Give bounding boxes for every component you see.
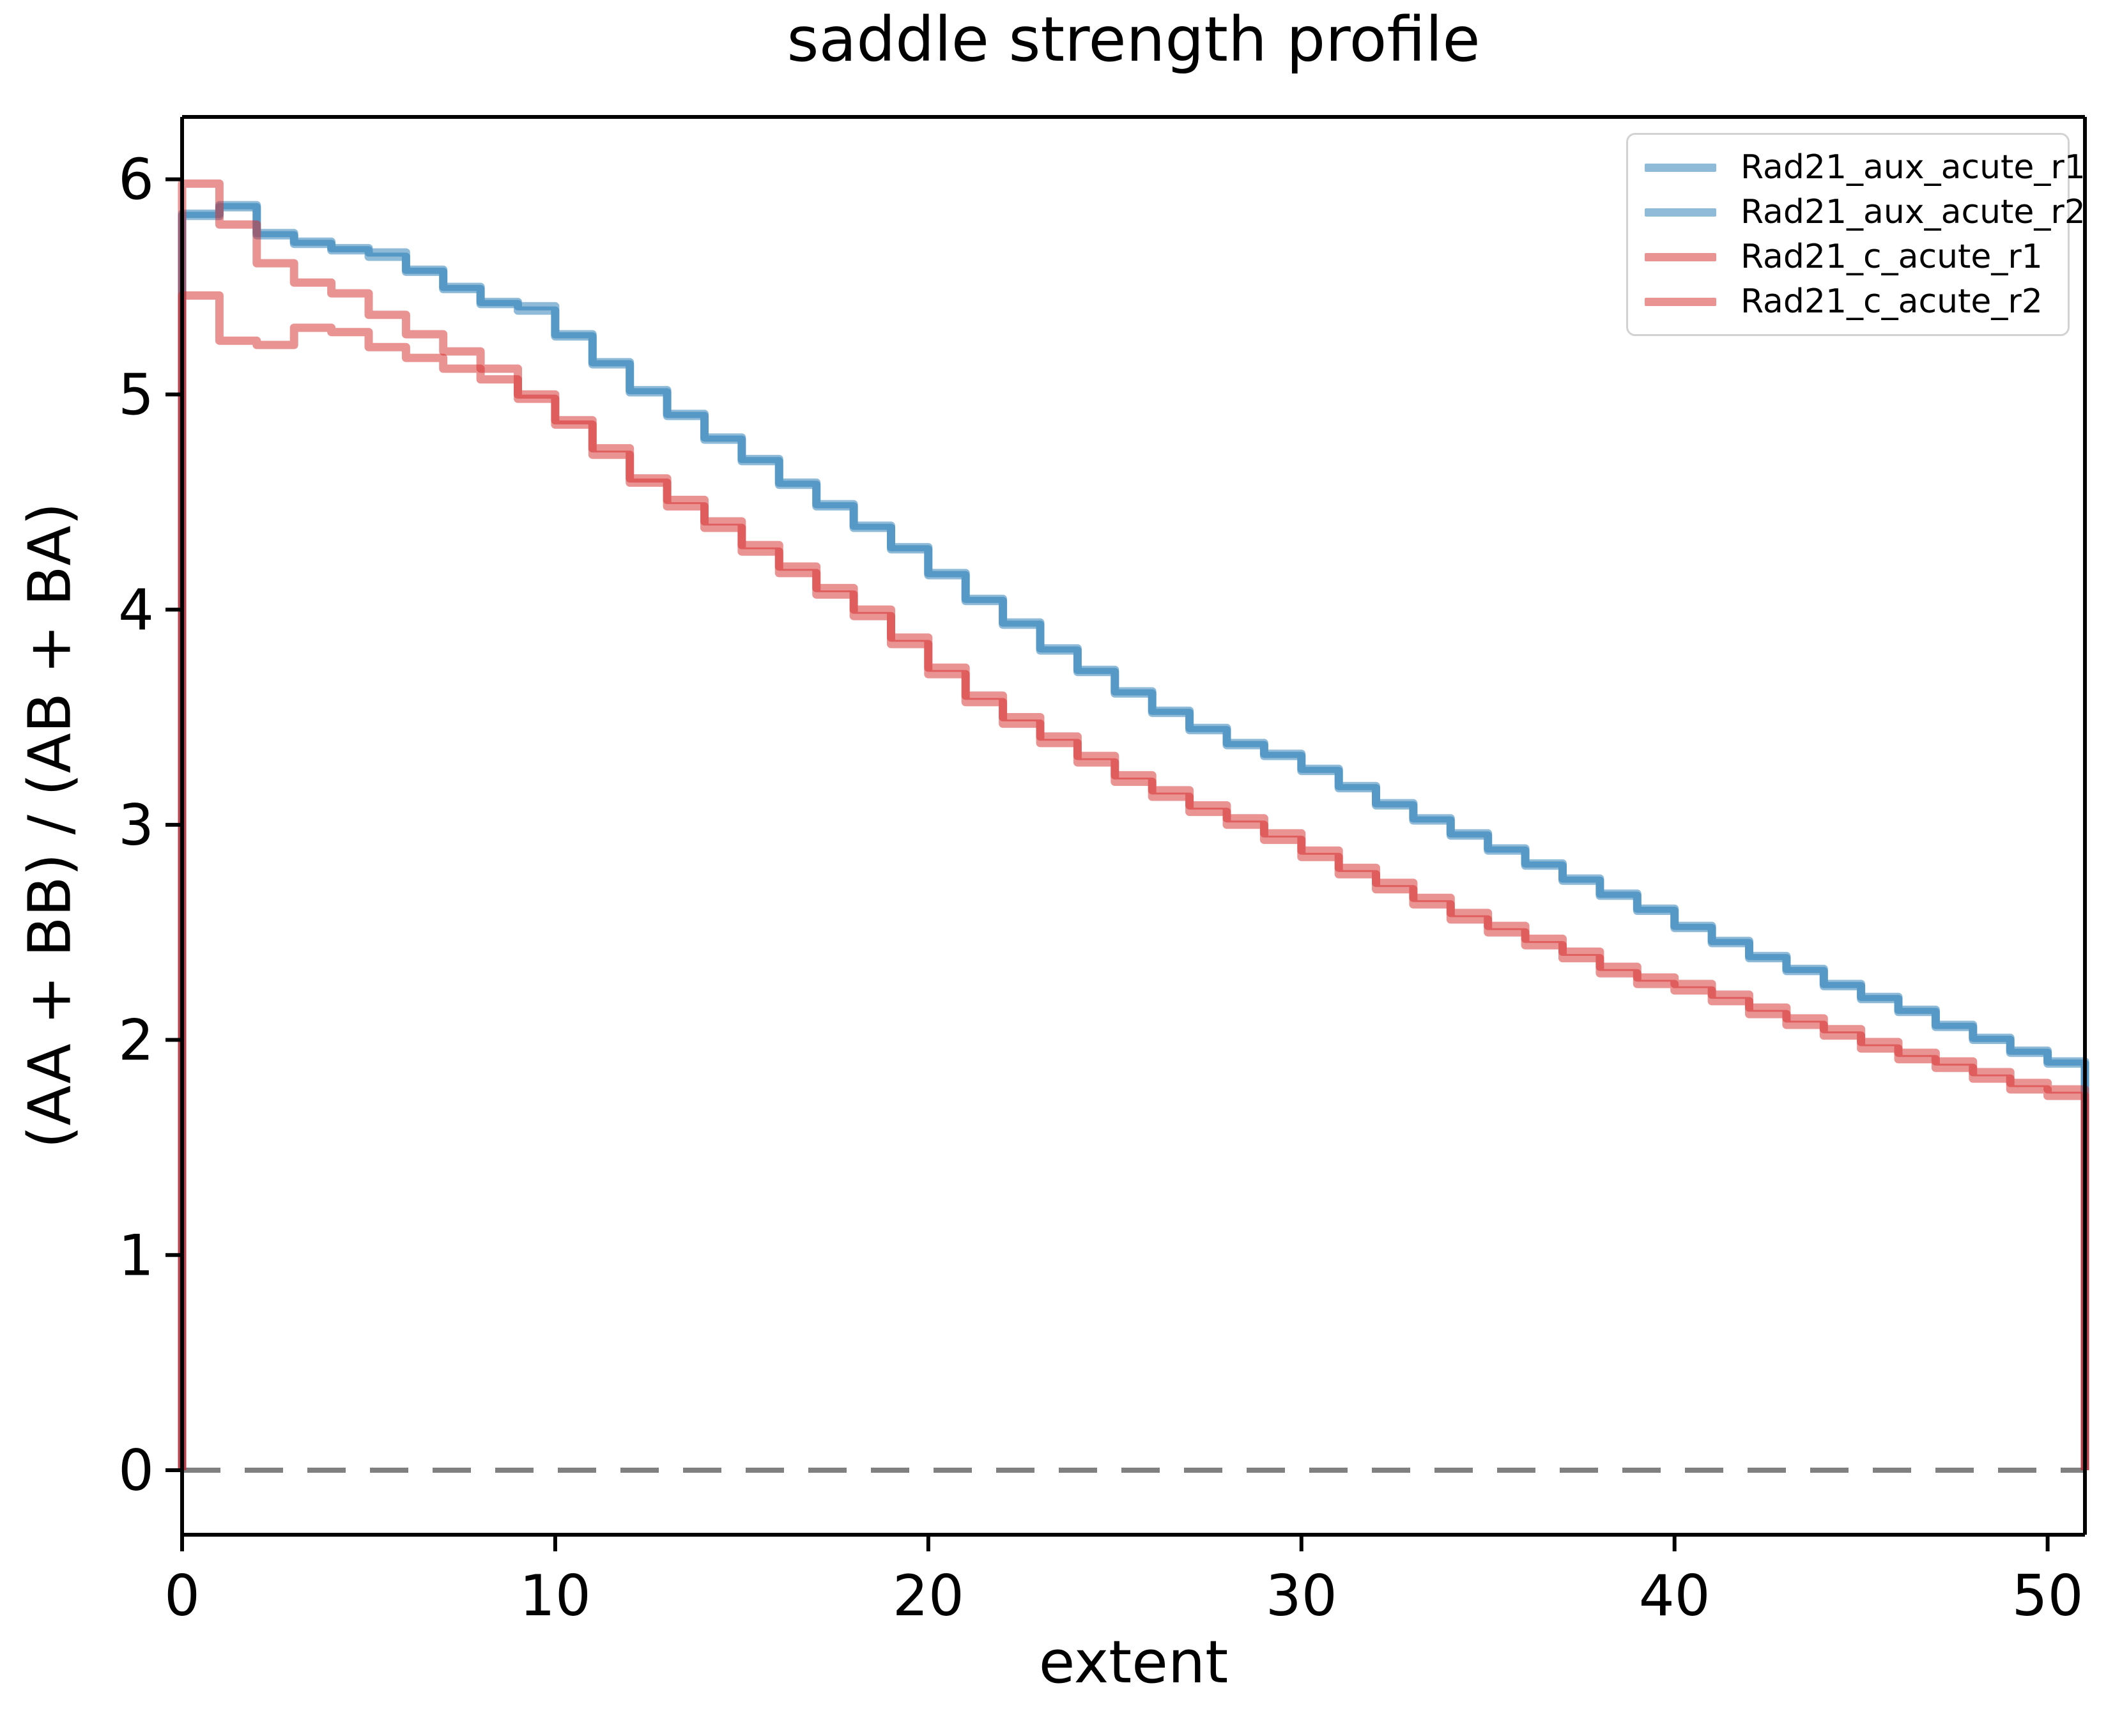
series-Rad21_c_acute_r2 (178, 291, 2089, 1470)
y-tick-label: 4 (118, 577, 154, 643)
legend-line-swatch (1645, 163, 1716, 172)
legend-line-swatch (1645, 252, 1716, 261)
legend-line-swatch (1645, 297, 1716, 306)
legend: Rad21_aux_acute_r1 Rad21_aux_acute_r2 Ra… (1626, 133, 2086, 336)
y-tick-label: 2 (118, 1008, 154, 1073)
legend-entry-label: Rad21_aux_acute_r2 (1741, 193, 2086, 231)
x-tick-label: 0 (164, 1563, 200, 1629)
y-tick-label: 6 (118, 147, 154, 213)
legend-line-swatch (1645, 208, 1716, 217)
legend-entry: Rad21_c_acute_r1 (1645, 234, 2051, 279)
y-tick-label: 3 (118, 792, 154, 858)
axes-spines (180, 115, 2087, 1537)
chart-title: saddle strength profile (787, 4, 1480, 75)
series-Rad21_aux_acute_r1 (178, 201, 2089, 1470)
x-tick-label: 50 (2012, 1563, 2084, 1629)
legend-entry: Rad21_aux_acute_r1 (1645, 145, 2086, 190)
x-axis-label: extent (1038, 1628, 1229, 1696)
x-tick-label: 20 (893, 1563, 964, 1629)
x-tick-label: 40 (1639, 1563, 1711, 1629)
legend-entry-label: Rad21_c_acute_r2 (1741, 282, 2043, 321)
series-group (178, 179, 2089, 1470)
axes-ticks: 0 10 20 30 40 50 0 1 2 3 4 5 6 (118, 147, 2084, 1629)
y-tick-label: 1 (118, 1222, 154, 1288)
y-tick-label: 0 (118, 1438, 154, 1503)
y-axis-label: (AA + BB) / (AB + BA) (15, 502, 84, 1149)
legend-entry: Rad21_aux_acute_r2 (1645, 190, 2086, 234)
series-Rad21_aux_acute_r2 (178, 203, 2089, 1470)
y-tick-label: 5 (118, 362, 154, 427)
legend-entry-label: Rad21_aux_acute_r1 (1741, 148, 2086, 187)
x-tick-label: 30 (1266, 1563, 1337, 1629)
legend-entry-label: Rad21_c_acute_r1 (1741, 238, 2043, 276)
series-Rad21_c_acute_r1 (178, 179, 2089, 1470)
x-tick-label: 10 (519, 1563, 591, 1629)
legend-entry: Rad21_c_acute_r2 (1645, 279, 2051, 324)
